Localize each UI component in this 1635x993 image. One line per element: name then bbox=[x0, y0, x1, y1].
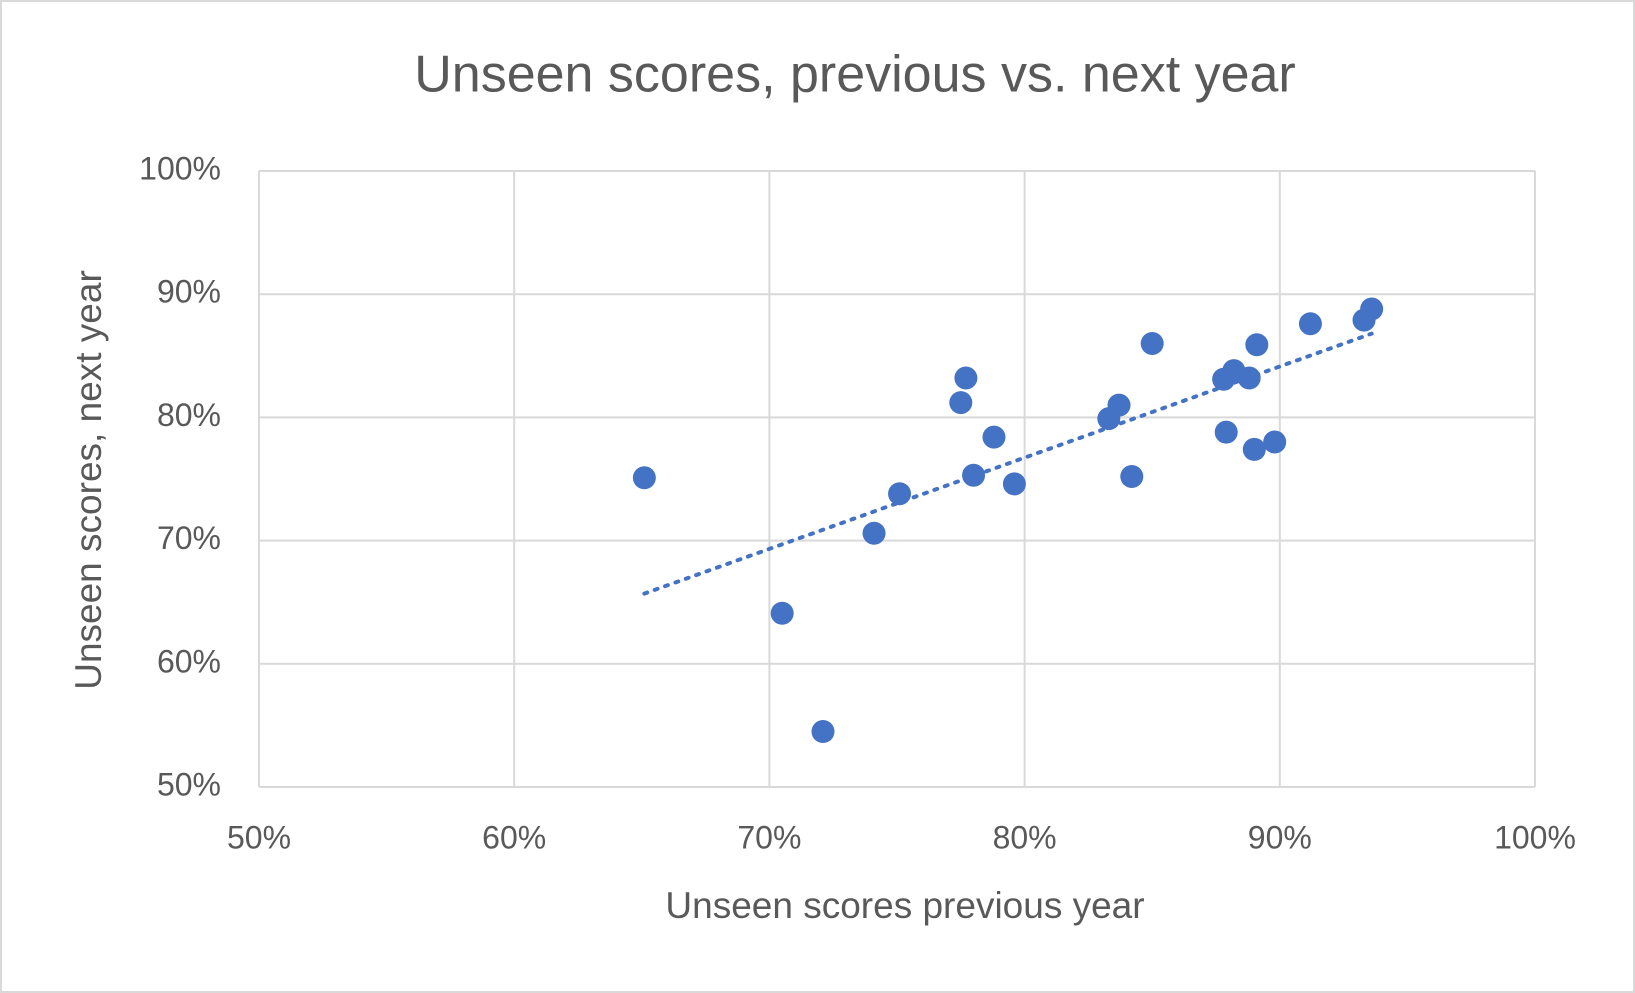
scatter-point bbox=[632, 466, 656, 490]
scatter-point bbox=[862, 521, 886, 545]
x-tick-label: 50% bbox=[227, 819, 291, 855]
scatter-point bbox=[811, 720, 835, 744]
scatter-point bbox=[1214, 420, 1238, 444]
scatter-point bbox=[1120, 465, 1144, 489]
scatter-point bbox=[1237, 366, 1261, 390]
y-axis-title: Unseen scores, next year bbox=[68, 270, 109, 690]
scatter-point bbox=[1107, 393, 1131, 417]
scatter-point bbox=[1242, 437, 1266, 461]
trendline bbox=[642, 331, 1374, 596]
x-tick-label: 70% bbox=[737, 819, 801, 855]
y-tick-label: 70% bbox=[157, 520, 221, 556]
y-tick-label: 90% bbox=[157, 274, 221, 310]
y-tick-label: 80% bbox=[157, 397, 221, 433]
scatter-point bbox=[888, 482, 912, 506]
chart-title: Unseen scores, previous vs. next year bbox=[414, 46, 1296, 104]
x-tick-label: 60% bbox=[482, 819, 546, 855]
scatter-point bbox=[1298, 312, 1322, 336]
y-tick-label: 50% bbox=[157, 766, 221, 802]
x-tick-label: 100% bbox=[1494, 819, 1576, 855]
x-tick-label: 80% bbox=[993, 819, 1057, 855]
scatter-point bbox=[1245, 333, 1269, 357]
y-tick-label: 60% bbox=[157, 643, 221, 679]
scatter-point bbox=[962, 463, 986, 487]
y-tick-label: 100% bbox=[139, 150, 221, 186]
scatter-point bbox=[770, 601, 794, 625]
scatter-point bbox=[982, 425, 1006, 449]
scatter-point bbox=[954, 366, 978, 390]
x-axis-title: Unseen scores previous year bbox=[665, 885, 1144, 926]
scatter-point bbox=[1263, 430, 1287, 454]
x-tick-label: 90% bbox=[1248, 819, 1312, 855]
scatter-point bbox=[1140, 331, 1164, 355]
scatter-point bbox=[1002, 472, 1026, 496]
scatter-point bbox=[949, 391, 973, 415]
scatter-point bbox=[1360, 297, 1384, 321]
